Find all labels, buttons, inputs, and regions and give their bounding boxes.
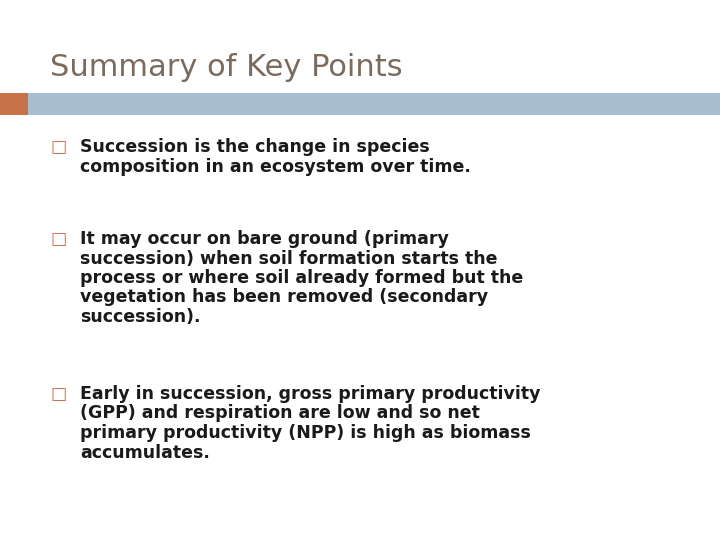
Text: composition in an ecosystem over time.: composition in an ecosystem over time. — [80, 158, 471, 176]
Bar — [0, 93, 28, 115]
Text: It may occur on bare ground (primary: It may occur on bare ground (primary — [80, 230, 449, 248]
Text: accumulates.: accumulates. — [80, 443, 210, 462]
Text: □: □ — [50, 138, 66, 156]
Text: Summary of Key Points: Summary of Key Points — [50, 53, 402, 83]
Text: Succession is the change in species: Succession is the change in species — [80, 138, 430, 156]
Text: process or where soil already formed but the: process or where soil already formed but… — [80, 269, 523, 287]
Text: Early in succession, gross primary productivity: Early in succession, gross primary produ… — [80, 385, 541, 403]
Text: primary productivity (NPP) is high as biomass: primary productivity (NPP) is high as bi… — [80, 424, 531, 442]
Text: succession) when soil formation starts the: succession) when soil formation starts t… — [80, 249, 498, 267]
Text: □: □ — [50, 230, 66, 248]
Text: succession).: succession). — [80, 308, 200, 326]
Text: (GPP) and respiration are low and so net: (GPP) and respiration are low and so net — [80, 404, 480, 422]
Bar — [0, 93, 720, 115]
Text: vegetation has been removed (secondary: vegetation has been removed (secondary — [80, 288, 488, 307]
Text: □: □ — [50, 385, 66, 403]
